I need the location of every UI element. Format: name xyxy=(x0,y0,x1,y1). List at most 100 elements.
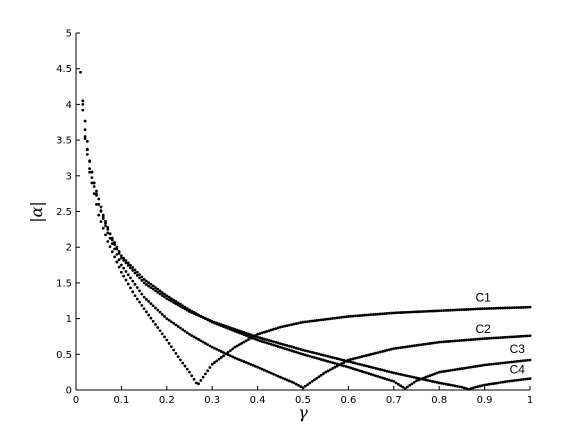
data-point xyxy=(249,362,253,366)
data-point xyxy=(120,256,123,260)
data-point xyxy=(190,374,194,378)
data-point xyxy=(104,224,107,228)
data-point xyxy=(210,320,214,323)
data-point xyxy=(197,314,200,317)
data-point xyxy=(154,306,157,310)
data-point xyxy=(508,335,511,339)
data-point xyxy=(442,309,446,312)
series-c1 xyxy=(79,70,532,386)
data-point xyxy=(490,336,493,340)
data-point xyxy=(135,270,139,274)
data-point xyxy=(297,347,300,351)
data-point xyxy=(176,301,180,305)
data-point xyxy=(172,301,176,304)
data-point xyxy=(385,377,389,381)
data-point xyxy=(129,276,132,280)
data-point xyxy=(347,365,350,369)
data-point xyxy=(83,137,87,141)
data-point xyxy=(278,342,282,345)
data-point xyxy=(367,365,371,368)
data-point xyxy=(312,319,316,323)
data-point xyxy=(501,306,505,310)
data-point xyxy=(514,335,518,338)
data-point xyxy=(394,346,398,350)
data-point xyxy=(381,376,384,380)
data-point xyxy=(392,371,396,375)
data-point xyxy=(512,335,516,339)
data-point xyxy=(371,313,375,316)
data-point xyxy=(201,375,205,379)
data-point xyxy=(433,309,437,313)
data-point xyxy=(428,379,432,383)
data-point xyxy=(226,350,230,354)
data-point xyxy=(444,382,448,386)
data-point xyxy=(299,347,303,351)
data-point xyxy=(517,378,521,382)
data-point xyxy=(478,384,482,388)
data-point xyxy=(115,247,119,251)
data-point xyxy=(499,361,502,365)
data-point xyxy=(458,385,462,389)
data-point xyxy=(378,375,382,379)
data-point xyxy=(378,312,382,316)
data-point xyxy=(351,357,355,361)
data-point xyxy=(233,345,237,349)
data-point xyxy=(390,311,393,315)
data-point xyxy=(299,352,303,355)
data-point xyxy=(410,382,414,386)
data-point xyxy=(217,348,221,352)
data-point xyxy=(85,152,89,156)
data-point xyxy=(362,364,366,367)
data-point xyxy=(283,377,287,381)
data-point xyxy=(133,271,137,275)
data-point xyxy=(353,356,357,360)
data-point xyxy=(499,306,502,310)
data-point xyxy=(399,372,403,376)
data-point xyxy=(135,274,139,277)
series-c3 xyxy=(81,108,532,390)
data-point xyxy=(335,357,339,360)
data-point xyxy=(174,351,178,355)
data-point xyxy=(519,378,523,382)
data-point xyxy=(85,139,89,143)
data-point xyxy=(272,340,275,344)
data-point xyxy=(292,350,296,353)
data-point xyxy=(421,310,425,313)
data-point xyxy=(156,308,160,312)
data-point xyxy=(124,270,128,273)
data-point xyxy=(521,359,525,363)
data-point xyxy=(426,342,430,346)
data-point xyxy=(306,320,309,323)
data-point xyxy=(328,355,332,359)
data-point xyxy=(267,338,271,342)
data-point xyxy=(149,316,153,320)
data-point xyxy=(199,315,203,318)
data-point xyxy=(365,354,368,357)
data-point xyxy=(126,282,130,286)
data-point xyxy=(310,319,314,323)
data-point xyxy=(469,387,473,390)
data-point xyxy=(360,355,364,358)
data-point xyxy=(499,381,502,384)
data-point xyxy=(206,369,210,373)
data-point xyxy=(219,350,223,353)
data-point xyxy=(228,349,232,352)
data-point xyxy=(408,384,412,387)
series-label-c4: C4 xyxy=(510,363,526,377)
data-point xyxy=(113,243,116,246)
data-point xyxy=(122,256,126,260)
data-point xyxy=(131,279,135,283)
data-point xyxy=(444,340,448,344)
data-point xyxy=(79,70,82,74)
data-point xyxy=(335,364,339,368)
data-point xyxy=(158,292,162,296)
data-point xyxy=(467,307,471,311)
series-c2 xyxy=(81,99,532,390)
data-point xyxy=(260,340,264,343)
data-point xyxy=(419,343,423,347)
data-point xyxy=(319,358,323,361)
data-point xyxy=(408,310,412,314)
data-point xyxy=(272,372,275,376)
data-point xyxy=(101,226,105,230)
data-point xyxy=(242,360,246,363)
